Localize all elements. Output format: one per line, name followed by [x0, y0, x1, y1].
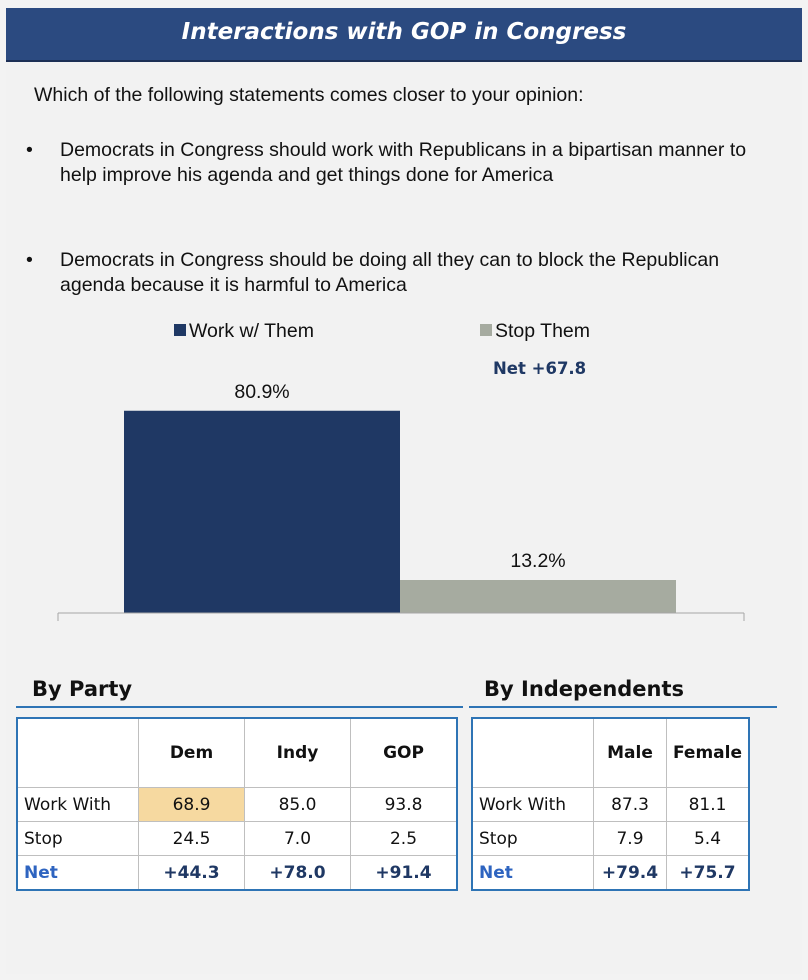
table-row: Work With 68.9 85.0 93.8: [16, 787, 458, 822]
table-cell: +75.7: [666, 855, 750, 891]
table-cell: 24.5: [138, 821, 245, 856]
by-party-underline: [16, 706, 463, 708]
legend-label-stop: Stop Them: [495, 320, 591, 342]
row-label: Net: [16, 855, 139, 891]
table-cell: 5.4: [666, 821, 750, 856]
net-label: Net +67.8: [493, 359, 587, 378]
table-row-net: Net +79.4 +75.7: [471, 855, 750, 891]
by-independents-underline: [469, 706, 777, 708]
table-cell: 85.0: [244, 787, 351, 822]
table-cell: +79.4: [593, 855, 667, 891]
legend-label-work: Work w/ Them: [189, 320, 314, 342]
table-row: Work With 87.3 81.1: [471, 787, 750, 822]
data-label-stop: 13.2%: [510, 550, 565, 572]
table-cell: +91.4: [350, 855, 458, 891]
table-cell: 7.0: [244, 821, 351, 856]
row-label: Stop: [16, 821, 139, 856]
bar-work: [124, 410, 400, 613]
slide: Interactions with GOP in Congress Which …: [6, 8, 802, 974]
table-cell: +44.3: [138, 855, 245, 891]
bar-stop: [400, 580, 676, 613]
table-cell: 81.1: [666, 787, 750, 822]
row-label: Work With: [471, 787, 594, 822]
table-cell: 87.3: [593, 787, 667, 822]
legend-item-work: Work w/ Them: [174, 320, 314, 343]
table-cell: +78.0: [244, 855, 351, 891]
table-cell: 93.8: [350, 787, 458, 822]
column-header: Female: [666, 717, 750, 788]
by-party-heading: By Party: [32, 677, 133, 701]
table-header-row: Dem Indy GOP: [16, 717, 458, 788]
table-corner: [471, 717, 594, 788]
table-corner: [16, 717, 139, 788]
row-label: Stop: [471, 821, 594, 856]
bar-chart: 80.9% 13.2%: [57, 381, 745, 621]
column-header: GOP: [350, 717, 458, 788]
by-independents-table: Male Female Work With 87.3 81.1 Stop 7.9…: [471, 717, 750, 891]
table-row: Stop 24.5 7.0 2.5: [16, 821, 458, 856]
data-label-work: 80.9%: [234, 381, 289, 403]
table-cell: 2.5: [350, 821, 458, 856]
table-row-net: Net +44.3 +78.0 +91.4: [16, 855, 458, 891]
table-row: Stop 7.9 5.4: [471, 821, 750, 856]
row-label: Net: [471, 855, 594, 891]
column-header: Male: [593, 717, 667, 788]
legend-swatch-stop: [480, 324, 492, 336]
legend-swatch-work: [174, 324, 186, 336]
legend-item-stop: Stop Them: [480, 320, 590, 343]
question-text: Which of the following statements comes …: [34, 84, 584, 106]
by-party-table: Dem Indy GOP Work With 68.9 85.0 93.8 St…: [16, 717, 458, 891]
row-label: Work With: [16, 787, 139, 822]
table-cell: 7.9: [593, 821, 667, 856]
page-title: Interactions with GOP in Congress: [181, 19, 627, 45]
table-header-row: Male Female: [471, 717, 750, 788]
by-independents-heading: By Independents: [484, 677, 685, 701]
column-header: Dem: [138, 717, 245, 788]
table-cell-highlighted: 68.9: [138, 787, 245, 822]
title-bar: Interactions with GOP in Congress: [6, 8, 802, 62]
option-text: Democrats in Congress should be doing al…: [60, 249, 720, 296]
bullet-icon: •: [26, 139, 33, 161]
option-text: Democrats in Congress should work with R…: [60, 139, 747, 186]
column-header: Indy: [244, 717, 351, 788]
bullet-icon: •: [26, 249, 33, 271]
